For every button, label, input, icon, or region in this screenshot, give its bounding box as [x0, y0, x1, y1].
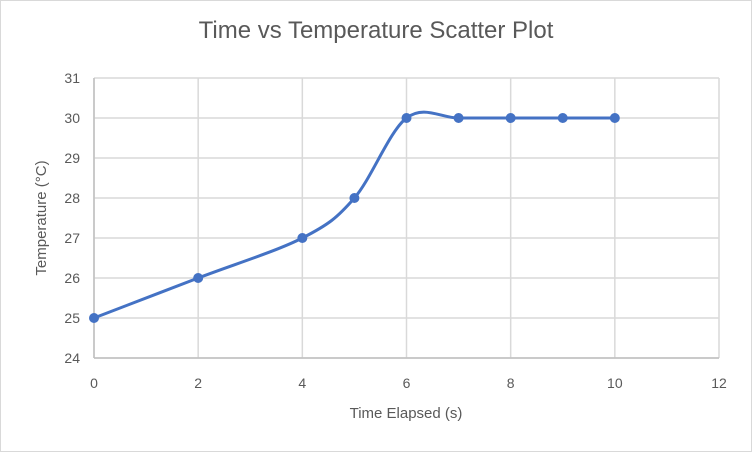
y-tick-label: 28 — [64, 190, 80, 206]
series-line — [92, 110, 617, 320]
data-point-marker — [453, 113, 464, 123]
data-point-marker — [609, 113, 620, 123]
data-point-marker — [505, 113, 516, 123]
x-tick-label: 6 — [403, 375, 411, 391]
x-tick-label: 10 — [607, 375, 623, 391]
data-point-marker — [193, 273, 204, 283]
y-tick-label: 30 — [64, 110, 80, 126]
data-point-marker — [557, 113, 568, 123]
data-point-marker — [401, 113, 412, 123]
x-tick-label: 12 — [711, 375, 727, 391]
data-point-marker — [297, 233, 308, 243]
y-tick-label: 27 — [64, 230, 80, 246]
data-point-marker — [349, 193, 360, 203]
y-tick-label: 26 — [64, 270, 80, 286]
data-point-marker — [89, 313, 99, 323]
y-tick-label: 25 — [64, 310, 80, 326]
x-axis-title: Time Elapsed (s) — [350, 405, 463, 422]
y-axis-title: Temperature (°C) — [33, 160, 50, 275]
x-tick-label: 8 — [507, 375, 515, 391]
chart-title: Time vs Temperature Scatter Plot — [198, 17, 554, 44]
x-tick-label: 2 — [194, 375, 202, 391]
y-axis-ticks: 24 25 26 27 28 29 30 31 — [64, 70, 80, 366]
y-tick-label: 31 — [64, 70, 80, 86]
series-markers — [89, 113, 620, 323]
x-tick-label: 4 — [298, 375, 306, 391]
y-tick-label: 29 — [64, 150, 80, 166]
x-tick-label: 0 — [90, 375, 98, 391]
x-axis-ticks: 0 2 4 6 8 10 12 — [90, 375, 727, 391]
y-tick-label: 24 — [64, 350, 80, 366]
